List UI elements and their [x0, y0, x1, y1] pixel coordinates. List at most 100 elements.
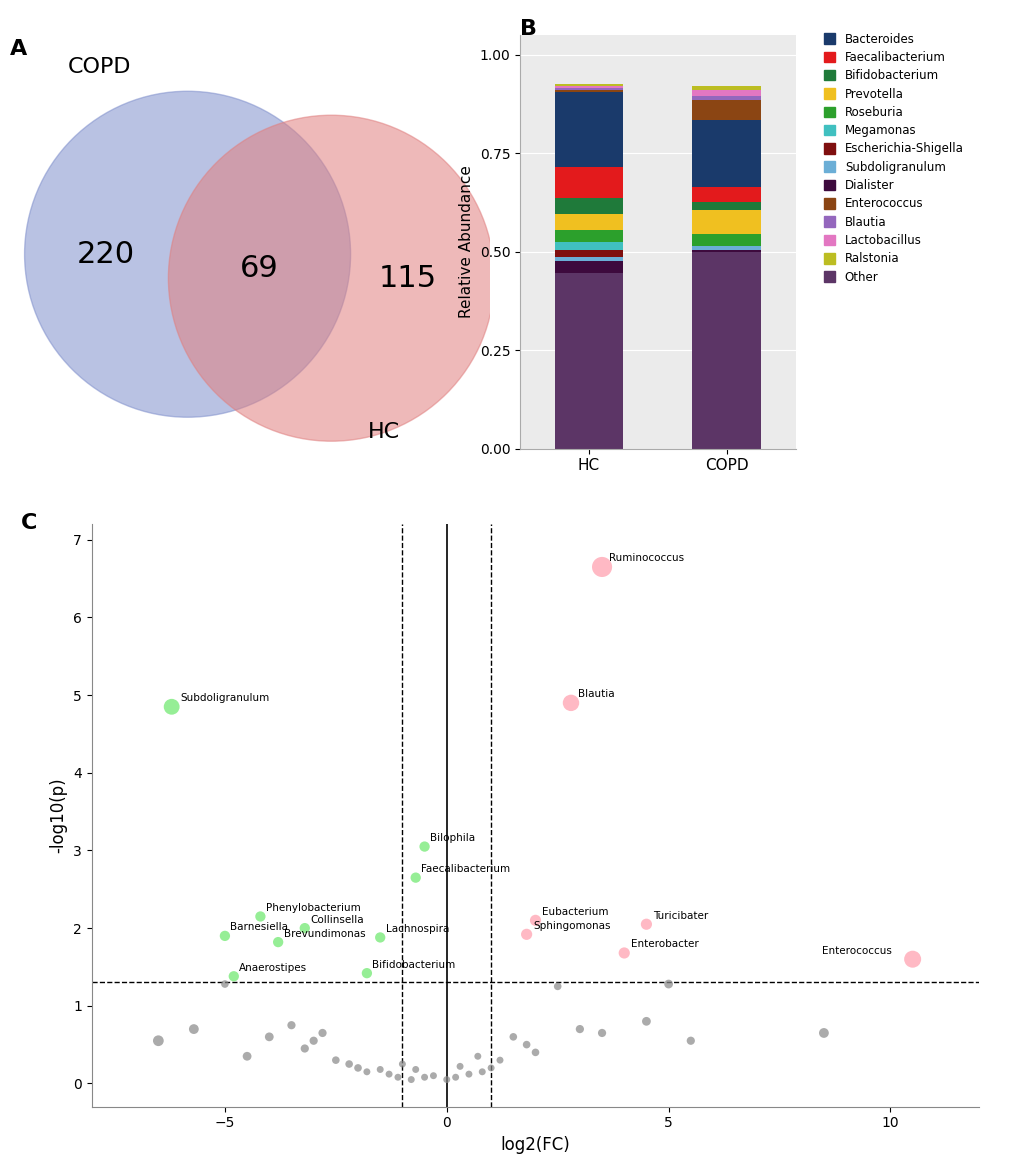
Y-axis label: -log10(p): -log10(p): [50, 778, 67, 853]
Bar: [692, 186, 760, 203]
X-axis label: log2(FC): log2(FC): [500, 1136, 570, 1155]
Point: [815, 1024, 832, 1043]
Point: [238, 1047, 255, 1066]
Bar: [692, 203, 760, 210]
Point: [438, 1071, 454, 1089]
Legend: Bacteroides, Faecalibacterium, Bifidobacterium, Prevotella, Roseburia, Megamonas: Bacteroides, Faecalibacterium, Bifidobac…: [822, 33, 963, 283]
Bar: [692, 100, 760, 120]
Text: Brevundimonas: Brevundimonas: [283, 929, 365, 939]
Point: [327, 1051, 343, 1069]
Text: 220: 220: [77, 240, 135, 269]
Text: HC: HC: [368, 422, 399, 442]
Circle shape: [168, 115, 494, 442]
Point: [904, 949, 920, 968]
Point: [461, 1065, 477, 1083]
Bar: [692, 249, 760, 252]
Text: Ruminococcus: Ruminococcus: [608, 553, 684, 564]
Text: Anaerostipes: Anaerostipes: [239, 962, 307, 973]
Bar: [692, 252, 760, 449]
Text: 69: 69: [239, 254, 278, 283]
Point: [185, 1019, 202, 1038]
Bar: [692, 120, 760, 186]
Point: [615, 944, 632, 962]
Point: [660, 975, 677, 994]
Point: [549, 977, 566, 996]
Point: [491, 1051, 507, 1069]
Bar: [554, 249, 623, 257]
Point: [447, 1068, 464, 1087]
Point: [394, 1054, 411, 1073]
Point: [572, 1019, 588, 1038]
Point: [389, 1068, 406, 1087]
Point: [225, 967, 242, 986]
Text: Eubacterium: Eubacterium: [542, 906, 608, 917]
Bar: [692, 210, 760, 234]
Bar: [554, 89, 623, 90]
Point: [217, 975, 233, 994]
Point: [306, 1031, 322, 1050]
Point: [638, 915, 654, 933]
Bar: [554, 92, 623, 167]
Bar: [692, 96, 760, 100]
Text: Faecalibacterium: Faecalibacterium: [421, 864, 510, 874]
Bar: [692, 90, 760, 96]
Point: [372, 1060, 388, 1079]
Text: Turicibater: Turicibater: [653, 911, 708, 920]
Bar: [554, 84, 623, 86]
Bar: [554, 257, 623, 261]
Bar: [554, 242, 623, 249]
Bar: [554, 261, 623, 274]
Point: [350, 1059, 366, 1078]
Point: [451, 1057, 468, 1075]
Text: Sphingomonas: Sphingomonas: [533, 920, 610, 931]
Point: [372, 929, 388, 947]
Point: [359, 1062, 375, 1081]
Point: [408, 868, 424, 887]
Point: [297, 1039, 313, 1058]
Point: [483, 1059, 499, 1078]
Point: [518, 925, 534, 944]
Text: Enterococcus: Enterococcus: [821, 946, 892, 955]
Point: [359, 963, 375, 982]
Point: [252, 908, 268, 926]
Bar: [554, 167, 623, 198]
Point: [297, 919, 313, 938]
Text: Lachnospira: Lachnospira: [385, 924, 448, 934]
Point: [314, 1024, 330, 1043]
Text: A: A: [10, 38, 28, 58]
Point: [150, 1031, 166, 1050]
Bar: [692, 234, 760, 246]
Point: [403, 1071, 419, 1089]
Point: [380, 1065, 396, 1083]
Point: [518, 1036, 534, 1054]
Point: [682, 1031, 698, 1050]
Text: B: B: [520, 19, 537, 40]
Text: Subdoligranulum: Subdoligranulum: [179, 693, 269, 704]
Circle shape: [24, 91, 351, 417]
Point: [527, 911, 543, 930]
Point: [416, 838, 432, 856]
Text: Enterobacter: Enterobacter: [631, 939, 698, 949]
Point: [270, 933, 286, 952]
Bar: [554, 274, 623, 449]
Bar: [692, 86, 760, 90]
Y-axis label: Relative Abundance: Relative Abundance: [459, 165, 474, 318]
Bar: [692, 246, 760, 249]
Point: [504, 1028, 521, 1046]
Text: Bilophila: Bilophila: [430, 833, 475, 843]
Point: [416, 1068, 432, 1087]
Point: [527, 1043, 543, 1061]
Bar: [554, 90, 623, 92]
Point: [562, 693, 579, 712]
Text: Barnesiella: Barnesiella: [230, 923, 288, 932]
Point: [474, 1062, 490, 1081]
Text: Phenylobacterium: Phenylobacterium: [266, 903, 361, 913]
Text: Bifidobacterium: Bifidobacterium: [372, 960, 455, 969]
Point: [340, 1054, 357, 1073]
Point: [425, 1066, 441, 1085]
Bar: [554, 198, 623, 214]
Text: 115: 115: [379, 263, 437, 292]
Point: [163, 698, 179, 716]
Bar: [554, 230, 623, 242]
Point: [408, 1060, 424, 1079]
